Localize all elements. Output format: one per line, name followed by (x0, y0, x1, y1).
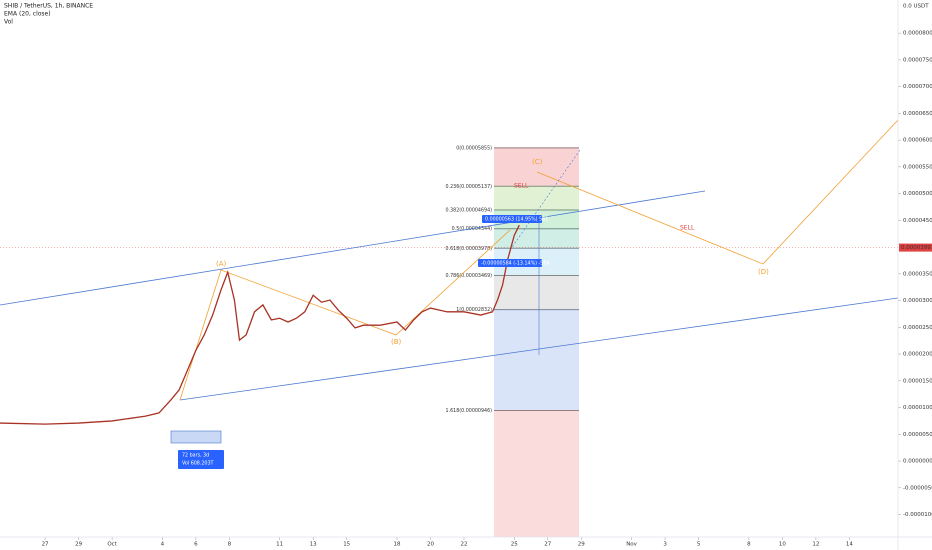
fib-label: 0.236(0.00005137) (446, 184, 493, 190)
fib-zone (494, 147, 579, 187)
wave-label: (A) (216, 260, 227, 268)
fib-label: 0.618(0.00003978) (446, 246, 493, 252)
x-tick-label: 11 (276, 542, 283, 548)
x-tick-label: 5 (697, 542, 701, 548)
x-tick-label: 29 (75, 542, 82, 548)
fib-zone (494, 186, 579, 210)
range-area (170, 430, 222, 444)
wave-label: (D) (758, 268, 769, 276)
measure-box (482, 215, 542, 223)
x-tick-label: Oct (107, 542, 117, 548)
indicator-label: EMA (20, close) (4, 11, 51, 18)
fib-label: 0.786(0.00003469) (446, 273, 493, 279)
price-line (0, 224, 520, 425)
range-label: Vol 608.203T (182, 461, 214, 467)
sell-label: SELL (680, 225, 695, 232)
x-tick-label: 8 (228, 542, 232, 548)
x-tick-label: 3 (663, 542, 667, 548)
fib-zone (494, 275, 579, 310)
x-tick-label: 6 (194, 542, 198, 548)
fib-label: 1.618(0.00000946) (446, 408, 493, 414)
unit-label: 0.0 USDT (903, 4, 929, 10)
measure-label: -0.00000584 (-13.14%) -584 (481, 261, 549, 267)
fib-zone (494, 410, 579, 537)
fib-zone (494, 309, 579, 411)
wave-label: (C) (532, 158, 543, 166)
x-tick-label: 29 (578, 542, 585, 548)
x-tick-label: 18 (393, 542, 400, 548)
fib-label: 0.5(0.00004344) (452, 226, 492, 232)
range-label: 72 bars, 3d (182, 453, 209, 459)
channel-top (0, 190, 706, 306)
measure-label: 0.00000563 (14.95%) 562 (485, 217, 548, 223)
x-tick-label: 15 (343, 542, 350, 548)
x-tick-label: 13 (310, 542, 317, 548)
wave-line (179, 229, 511, 401)
wave-label: (B) (391, 338, 402, 346)
x-tick-label: Nov (626, 542, 637, 548)
x-tick-label: 8 (747, 542, 751, 548)
fib-zone (494, 228, 579, 249)
volume-label: Vol (4, 19, 13, 26)
x-tick-label: 27 (42, 542, 49, 548)
symbol-title: SHIB / TetherUS, 1h, BINANCE (4, 3, 93, 10)
series (0, 224, 520, 425)
sell-label: SELL (514, 183, 529, 190)
fib-label: 1(0.00002832) (456, 307, 492, 313)
y-tick-label: 0.00000000 (903, 459, 932, 465)
x-tick-label: 12 (812, 542, 819, 548)
x-tick-label: 20 (427, 542, 434, 548)
fib-label: 0.382(0.00004694) (446, 207, 493, 213)
range-box (178, 450, 224, 469)
last-price-label: 0.00003991 (901, 245, 932, 251)
x-tick-label: 14 (846, 542, 853, 548)
x-tick-label: 4 (161, 542, 165, 548)
wave-projection (536, 119, 899, 265)
x-tick-label: 27 (544, 542, 551, 548)
x-tick-label: 10 (779, 542, 786, 548)
last-price-box (899, 243, 932, 252)
x-tick-label: 22 (460, 542, 467, 548)
fib-label: 0(0.00005855) (456, 145, 492, 151)
dashed-line (509, 149, 581, 251)
measure-box (478, 259, 542, 267)
x-tick-label: 25 (511, 542, 518, 548)
